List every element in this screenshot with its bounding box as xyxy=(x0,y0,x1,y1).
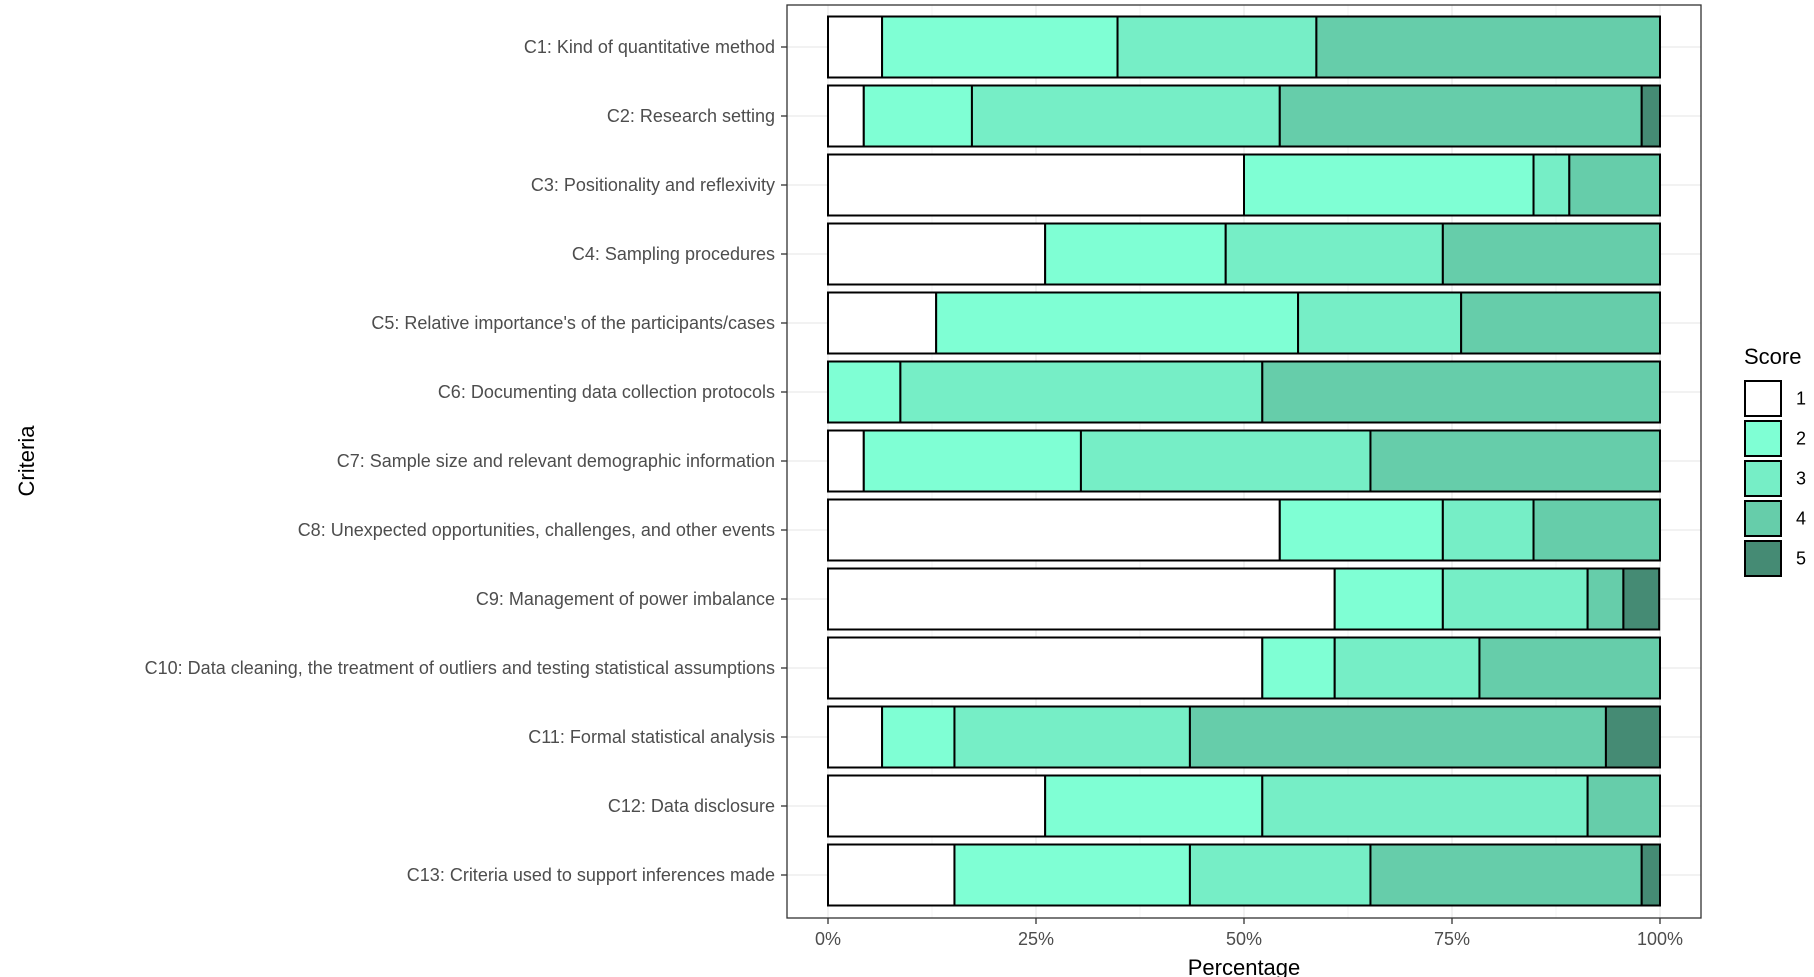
bar-segment-c9-score-5 xyxy=(1622,567,1661,631)
bar-segment-c12-score-2 xyxy=(1044,774,1264,838)
y-axis-title: Criteria xyxy=(14,425,39,497)
legend-label-score-5: 5 xyxy=(1796,549,1806,569)
bar-segment-c3-score-3 xyxy=(1532,153,1571,217)
bar-segment-c2-score-5 xyxy=(1640,84,1662,148)
bar-segment-c4-score-2 xyxy=(1044,222,1227,286)
bar-segment-c4-score-4 xyxy=(1441,222,1662,286)
bar-segment-c7-score-3 xyxy=(1079,429,1372,493)
legend-label-score-4: 4 xyxy=(1796,509,1806,529)
y-tick-label: C1: Kind of quantitative method xyxy=(524,37,775,57)
bar-segment-c11-score-2 xyxy=(881,705,956,769)
bar-segment-c10-score-4 xyxy=(1478,636,1662,700)
bar-segment-c12-score-1 xyxy=(827,774,1047,838)
y-tick-label: C12: Data disclosure xyxy=(608,796,775,816)
bar-segment-c13-score-1 xyxy=(827,843,956,907)
bar-segment-c9-score-4 xyxy=(1586,567,1625,631)
bar-segment-c5-score-4 xyxy=(1460,291,1661,355)
y-tick-label: C10: Data cleaning, the treatment of out… xyxy=(145,658,775,678)
bar-segment-c7-score-1 xyxy=(827,429,865,493)
x-tick-label: 100% xyxy=(1637,929,1683,949)
bar-segment-c8-score-3 xyxy=(1441,498,1535,562)
bar-segment-c7-score-4 xyxy=(1369,429,1661,493)
bar-segment-c6-score-3 xyxy=(899,360,1264,424)
y-tick-label: C7: Sample size and relevant demographic… xyxy=(337,451,775,471)
legend-key-score-1 xyxy=(1744,380,1782,417)
legend-label-score-2: 2 xyxy=(1796,429,1806,449)
bar-segment-c6-score-2 xyxy=(827,360,902,424)
bar-segment-c1-score-3 xyxy=(1116,15,1318,79)
y-tick-label: C4: Sampling procedures xyxy=(572,244,775,264)
bar-segment-c5-score-2 xyxy=(935,291,1300,355)
legend-label-score-3: 3 xyxy=(1796,469,1806,489)
bar-segment-c2-score-2 xyxy=(862,84,973,148)
bar-segment-c10-score-3 xyxy=(1333,636,1481,700)
bar-segment-c13-score-3 xyxy=(1188,843,1372,907)
bar-segment-c8-score-1 xyxy=(827,498,1281,562)
legend-key-score-3 xyxy=(1744,460,1782,497)
bar-segment-c12-score-3 xyxy=(1261,774,1589,838)
bar-segment-c2-score-4 xyxy=(1278,84,1643,148)
y-tick-label: C11: Formal statistical analysis xyxy=(528,727,775,747)
bar-segment-c10-score-2 xyxy=(1261,636,1336,700)
y-tick-label: C5: Relative importance's of the partici… xyxy=(371,313,775,333)
bar-segment-c3-score-4 xyxy=(1568,153,1662,217)
bar-segment-c1-score-4 xyxy=(1315,15,1662,79)
x-tick-label: 50% xyxy=(1226,929,1262,949)
y-tick-label: C3: Positionality and reflexivity xyxy=(531,175,775,195)
legend-key-score-2 xyxy=(1744,420,1782,457)
bar-segment-c2-score-3 xyxy=(970,84,1281,148)
bar-segment-c1-score-2 xyxy=(881,15,1119,79)
x-tick-label: 25% xyxy=(1018,929,1054,949)
bar-segment-c5-score-1 xyxy=(827,291,938,355)
x-axis: 0% 25% 50% 75% 100% xyxy=(815,918,1683,949)
legend: Score 1 2 3 4 5 xyxy=(1744,344,1806,577)
y-tick-label: C6: Documenting data collection protocol… xyxy=(438,382,775,402)
legend-key-score-4 xyxy=(1744,500,1782,537)
bar-segment-c8-score-4 xyxy=(1532,498,1662,562)
bar-segment-c7-score-2 xyxy=(862,429,1082,493)
bar-segment-c2-score-1 xyxy=(827,84,865,148)
bar-segment-c9-score-3 xyxy=(1441,567,1589,631)
y-tick-label: C13: Criteria used to support inferences… xyxy=(407,865,775,885)
bar-segment-c10-score-1 xyxy=(827,636,1264,700)
bar-segment-c3-score-2 xyxy=(1243,153,1535,217)
x-tick-label: 0% xyxy=(815,929,841,949)
y-axis: C1: Kind of quantitative method C2: Resea… xyxy=(145,37,787,885)
bar-segment-c9-score-2 xyxy=(1333,567,1444,631)
bar-segment-c8-score-2 xyxy=(1278,498,1444,562)
legend-title: Score xyxy=(1744,344,1801,369)
bar-segment-c1-score-1 xyxy=(827,15,884,79)
y-tick-label: C8: Unexpected opportunities, challenges… xyxy=(298,520,775,540)
bar-segment-c5-score-3 xyxy=(1297,291,1463,355)
legend-key-score-5 xyxy=(1744,540,1782,577)
bar-segment-c3-score-1 xyxy=(827,153,1245,217)
y-tick-label: C2: Research setting xyxy=(607,106,775,126)
bar-segment-c11-score-1 xyxy=(827,705,884,769)
bar-segment-c11-score-5 xyxy=(1604,705,1662,769)
bar-segment-c9-score-1 xyxy=(827,567,1336,631)
x-tick-label: 75% xyxy=(1434,929,1470,949)
legend-label-score-1: 1 xyxy=(1796,389,1806,409)
bar-segment-c11-score-3 xyxy=(953,705,1191,769)
bar-segment-c13-score-5 xyxy=(1640,843,1662,907)
bar-segment-c4-score-1 xyxy=(827,222,1047,286)
bars xyxy=(827,15,1662,907)
bar-segment-c13-score-2 xyxy=(953,843,1191,907)
bar-segment-c4-score-3 xyxy=(1224,222,1444,286)
bar-segment-c6-score-4 xyxy=(1261,360,1661,424)
bar-segment-c12-score-4 xyxy=(1586,774,1661,838)
x-axis-title: Percentage xyxy=(1188,955,1301,977)
bar-segment-c11-score-4 xyxy=(1188,705,1607,769)
y-tick-label: C9: Management of power imbalance xyxy=(476,589,775,609)
bar-segment-c13-score-4 xyxy=(1369,843,1643,907)
